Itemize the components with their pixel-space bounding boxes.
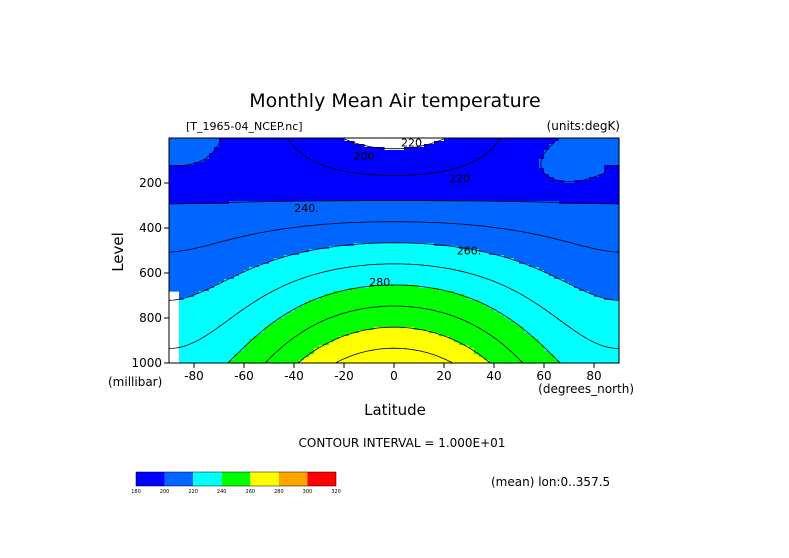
x-tick-label: -20	[334, 369, 354, 383]
y-tick-label: 400	[139, 221, 162, 235]
y-tick-label: 1000	[131, 356, 162, 370]
colorbar-swatch	[307, 472, 336, 486]
colorbar-swatch	[164, 472, 194, 486]
contour-label-2: 220.	[449, 173, 474, 186]
colorbar-label: 240	[217, 489, 227, 495]
mean-text: (mean) lon:0..357.5	[491, 475, 610, 489]
source-label: [T_1965-04_NCEP.nc]	[186, 120, 303, 133]
colorbar-swatch	[136, 472, 165, 486]
contour-line-260	[227, 284, 561, 364]
x-axis: -80 -60 -40 -20 0 20 40 60 80	[184, 363, 602, 383]
y-tick-label: 200	[139, 176, 162, 190]
x-tick-label: 0	[390, 369, 398, 383]
colorbar-label: 260	[246, 489, 256, 495]
colorbar-label: 200	[160, 489, 170, 495]
x-unit-label: (degrees_north)	[538, 382, 634, 396]
contour-label-0: 220	[401, 137, 422, 150]
y-axis: 200 400 600 800 1000	[131, 176, 169, 370]
y-unit-label: (millibar)	[108, 375, 162, 389]
x-axis-label: Latitude	[364, 401, 426, 419]
contour-line-240	[168, 242, 620, 301]
contour-label-1: 200	[354, 150, 375, 163]
colorbar-label: 300	[303, 489, 313, 495]
contour-line-280	[297, 326, 491, 364]
y-tick-label: 800	[139, 311, 162, 325]
contour-line-230	[168, 221, 620, 253]
colorbar-label: 220	[188, 489, 198, 495]
x-tick-label: 60	[536, 369, 551, 383]
colorbar-label: 320	[331, 489, 341, 495]
contour-label-5: 280.	[369, 276, 394, 289]
x-tick-label: 40	[486, 369, 501, 383]
x-tick-label: 20	[436, 369, 451, 383]
colorbar: 180 200 220 240 260 280 300 320	[131, 471, 341, 495]
x-tick-label: -60	[234, 369, 254, 383]
x-tick-label: -40	[284, 369, 304, 383]
contour-line-250	[168, 263, 620, 349]
x-tick-label: 80	[586, 369, 601, 383]
colorbar-label: 280	[274, 489, 284, 495]
chart-title: Monthly Mean Air temperature	[249, 90, 540, 112]
contour-line-200	[342, 137, 446, 150]
y-tick-label: 600	[139, 266, 162, 280]
contour-label-3: 240.	[294, 202, 319, 215]
colorbar-swatch	[193, 472, 222, 486]
contour-interval-text: CONTOUR INTERVAL = 1.000E+01	[299, 436, 506, 450]
colorbar-swatch	[221, 472, 251, 486]
contour-line-220	[169, 137, 619, 205]
units-label: (units:degK)	[547, 119, 620, 133]
x-tick-label: -80	[184, 369, 204, 383]
contour-label-4: 260.	[457, 245, 482, 258]
colorbar-swatch	[250, 472, 279, 486]
colorbar-label: 180	[131, 489, 141, 495]
y-axis-label: Level	[109, 232, 127, 272]
colorbar-swatch	[278, 472, 308, 486]
plot-area: 220 200 220. 240. 260. 280.	[168, 137, 620, 364]
contour-line-210	[286, 137, 502, 176]
contour-line-270	[264, 305, 524, 364]
contour-line-290	[335, 347, 453, 364]
